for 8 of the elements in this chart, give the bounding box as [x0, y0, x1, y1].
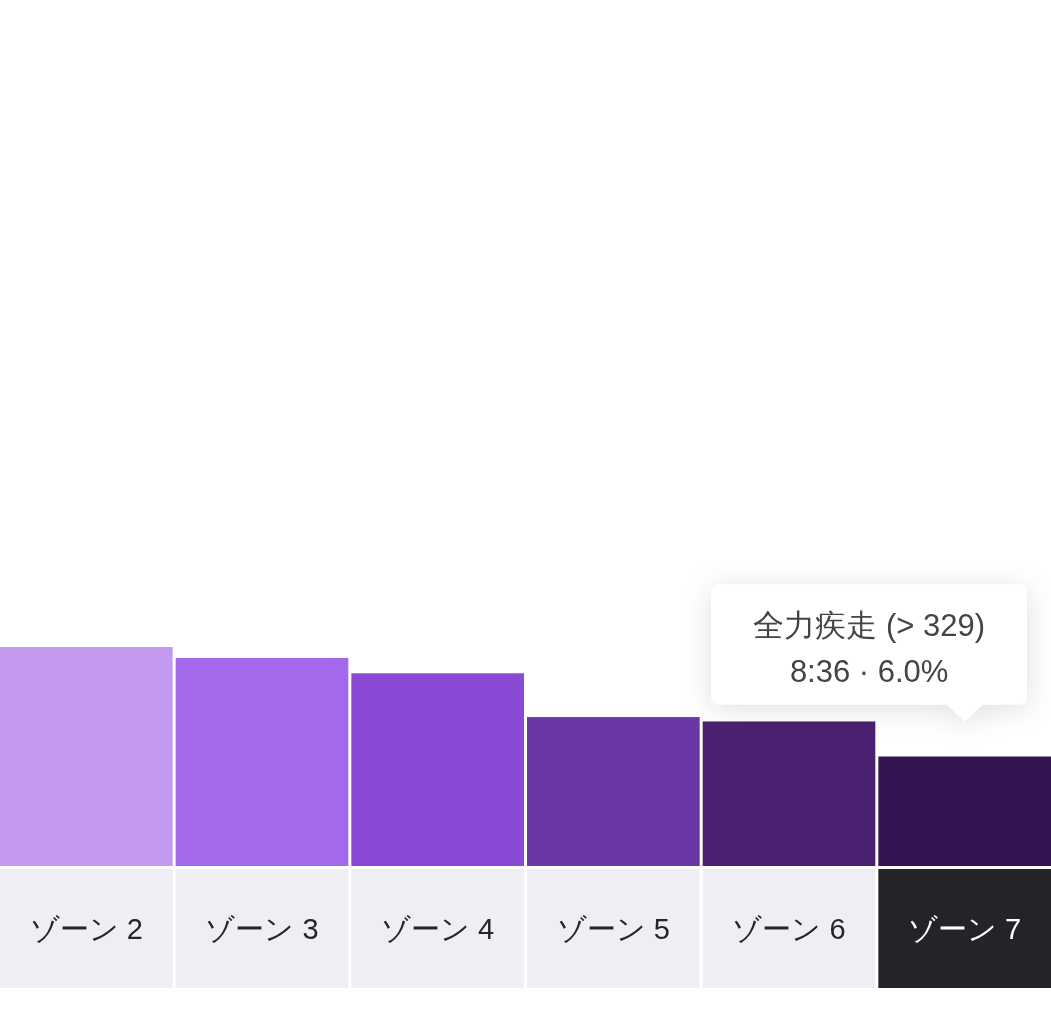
x-tick-label: ゾーン 7 — [908, 912, 1022, 945]
x-tick-label: ゾーン 4 — [381, 912, 495, 945]
annotation-text: 全力疾走 (> 329) — [753, 607, 985, 643]
x-tick-label: ゾーン 3 — [205, 912, 319, 945]
annotation-text: 8:36 · 6.0% — [789, 653, 949, 689]
x-tick-label: ゾーン 2 — [29, 912, 143, 945]
x-tick-label: ゾーン 5 — [556, 912, 670, 945]
x-tick-label: ゾーン 6 — [732, 912, 846, 945]
